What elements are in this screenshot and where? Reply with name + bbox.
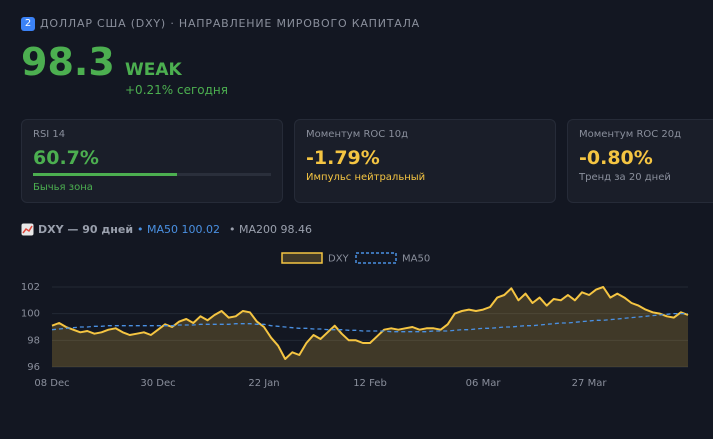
line	[51, 312, 688, 333]
line	[51, 286, 689, 360]
area	[52, 287, 688, 367]
card-value: 60.7%	[33, 147, 99, 169]
x-tick-label: 27 Mar	[572, 378, 608, 389]
status: WEAK	[125, 60, 182, 80]
card-label: Моментум ROC 10д	[306, 129, 409, 140]
x-tick-label: 08 Dec	[34, 378, 69, 389]
legend-label: MA50	[402, 254, 430, 265]
legend-swatch	[281, 252, 323, 264]
x-tick-label: 12 Feb	[353, 378, 387, 389]
x-tick-label: 30 Dec	[140, 378, 175, 389]
ma200-value: MA200 98.46	[239, 223, 312, 236]
card: Моментум ROC 10д -1.79% Импульс нейтраль…	[294, 119, 556, 203]
header-title: ДОЛЛАР США (DXY) · НАПРАВЛЕНИЕ МИРОВОГО …	[40, 17, 421, 30]
y-tick-label: 100	[21, 309, 40, 320]
legend-label: DXY	[328, 254, 350, 265]
progress-fill	[33, 173, 178, 176]
card-note: Тренд за 20 дней	[579, 172, 671, 183]
x-tick-label: 06 Mar	[466, 378, 502, 389]
card-value: -1.79%	[306, 147, 380, 169]
ma50-value: MA50 100.02	[147, 223, 220, 236]
ma50-label: • MA50 100.02	[137, 223, 220, 236]
card-note: Бычья зона	[33, 182, 93, 193]
y-tick-label: 102	[21, 282, 40, 293]
card-label: Моментум ROC 20д	[579, 129, 682, 140]
legend-swatch	[355, 252, 397, 264]
badge: 2	[21, 17, 35, 31]
price: 98.3	[21, 40, 115, 84]
progress-track	[33, 173, 271, 176]
chart-icon	[21, 223, 34, 236]
card-note: Импульс нейтральный	[306, 172, 426, 183]
chart: 96 98 100 102 08 Dec 30 Dec 22 Jan 12 Feb 06 Mar…	[21, 252, 689, 389]
chart-header-title: DXY — 90 дней	[38, 223, 134, 236]
card: Моментум ROC 20д -0.80% Тренд за 20 дней	[567, 119, 713, 203]
ma200-label: • MA200 98.46	[229, 223, 312, 236]
change: +0.21% сегодня	[125, 83, 228, 97]
x-tick-label: 22 Jan	[248, 378, 279, 389]
y-tick-label: 96	[27, 362, 40, 373]
card: RSI 14 60.7% Бычья зона	[21, 119, 283, 203]
y-tick-label: 98	[27, 335, 40, 346]
card-label: RSI 14	[33, 129, 66, 140]
card-value: -0.80%	[579, 147, 653, 169]
